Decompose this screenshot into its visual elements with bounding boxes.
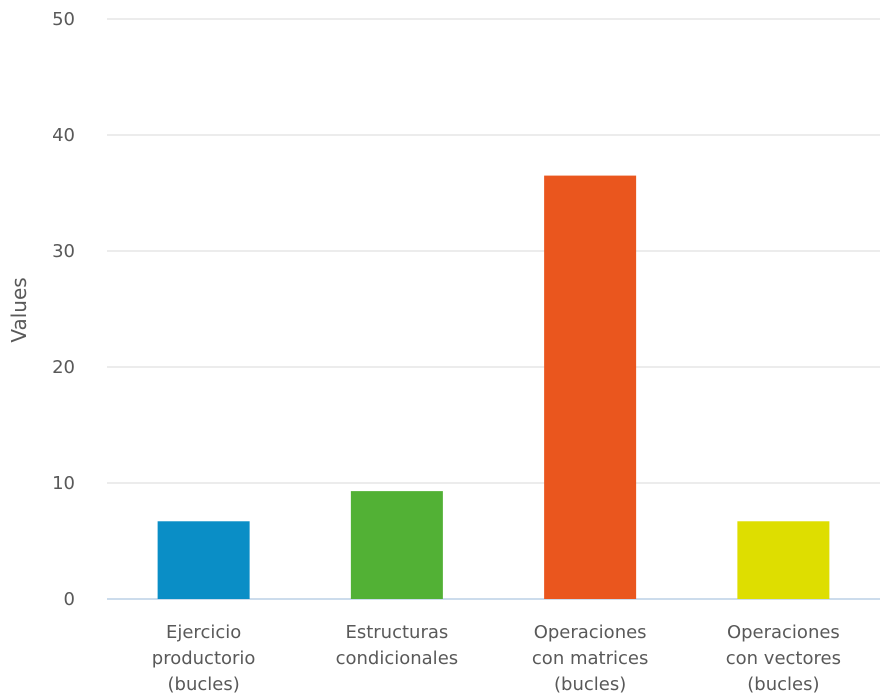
bar — [737, 521, 830, 599]
category-label-line: condicionales — [336, 648, 459, 669]
category-label-line: (bucles) — [168, 674, 240, 695]
category-label-line: con matrices — [532, 648, 648, 669]
category-label: Ejercicio productorio (bucles) — [152, 622, 256, 695]
category-label-line: Operaciones — [534, 622, 647, 643]
y-tick-label: 30 — [52, 241, 75, 262]
category-label-line: Estructuras — [345, 622, 448, 643]
y-tick-label: 40 — [52, 125, 75, 146]
category-label: Estructuras condicionales — [336, 622, 459, 669]
y-tick-label: 50 — [52, 9, 75, 30]
category-label-line: con vectores — [726, 648, 841, 669]
x-axis-labels: Ejercicio productorio (bucles) Estructuras c… — [152, 622, 841, 695]
category-label-line: (bucles) — [747, 674, 819, 695]
gridlines — [107, 18, 880, 600]
bar — [350, 491, 443, 599]
category-label-line: (bucles) — [554, 674, 626, 695]
y-axis-ticks: 0 10 20 30 40 50 — [52, 9, 75, 610]
category-label: Operaciones con vectores (bucles) — [726, 622, 841, 695]
category-label-line: Ejercicio — [166, 622, 241, 643]
y-tick-label: 20 — [52, 357, 75, 378]
bar — [157, 521, 250, 599]
y-axis-title: Values — [7, 277, 31, 342]
bars — [157, 175, 830, 599]
category-label-line: Operaciones — [727, 622, 840, 643]
category-label-line: productorio — [152, 648, 256, 669]
bar — [544, 175, 637, 599]
category-label: Operaciones con matrices (bucles) — [532, 622, 648, 695]
y-tick-label: 0 — [64, 589, 75, 610]
y-tick-label: 10 — [52, 473, 75, 494]
